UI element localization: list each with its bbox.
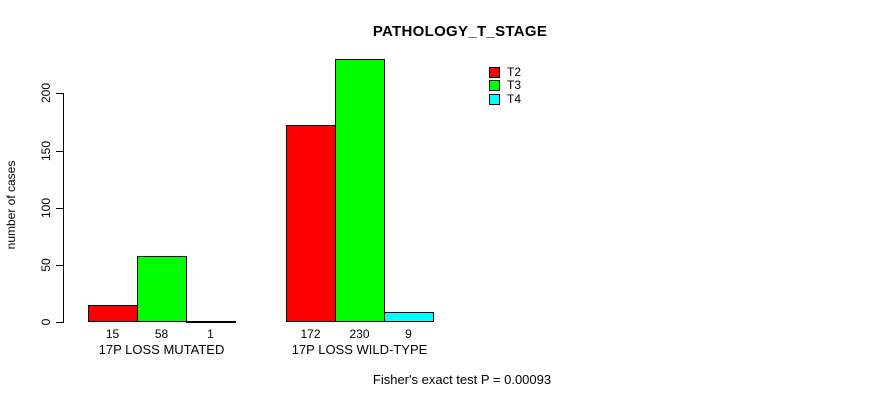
bar-value-label: 15: [105, 327, 120, 341]
category-label: 17P LOSS MUTATED: [98, 342, 225, 357]
bar-value-label: 172: [300, 327, 321, 341]
y-tick: [56, 151, 63, 152]
bar-value-label: 1: [207, 327, 214, 341]
legend-label: T2: [507, 64, 522, 79]
category-label: 17P LOSS WILD-TYPE: [291, 342, 428, 357]
y-tick: [56, 322, 63, 323]
legend-label: T3: [507, 78, 522, 92]
chart-title: PATHOLOGY_T_STAGE: [372, 23, 548, 40]
legend-swatch: [489, 93, 500, 105]
legend-swatch: [489, 80, 500, 91]
bar-value-label: 230: [349, 327, 370, 341]
y-axis-line: [63, 93, 64, 323]
bar-t4-2: [384, 312, 434, 322]
legend-label: T4: [507, 91, 522, 106]
legend-item-t4: T4: [489, 91, 522, 106]
bar-t3-2: [335, 59, 385, 322]
legend-item-t2: T2: [489, 64, 522, 79]
stat-test-caption: Fisher's exact test P = 0.00093: [372, 372, 552, 387]
legend-item-t3: T3: [489, 78, 522, 92]
bar-value-label: 58: [154, 327, 169, 341]
bar-t4-1: [186, 321, 236, 323]
bar-t3-1: [137, 256, 187, 322]
y-tick: [56, 265, 63, 266]
y-tick: [56, 93, 63, 94]
bar-value-label: 9: [405, 327, 412, 341]
legend-swatch: [489, 66, 500, 78]
y-tick: [56, 208, 63, 209]
